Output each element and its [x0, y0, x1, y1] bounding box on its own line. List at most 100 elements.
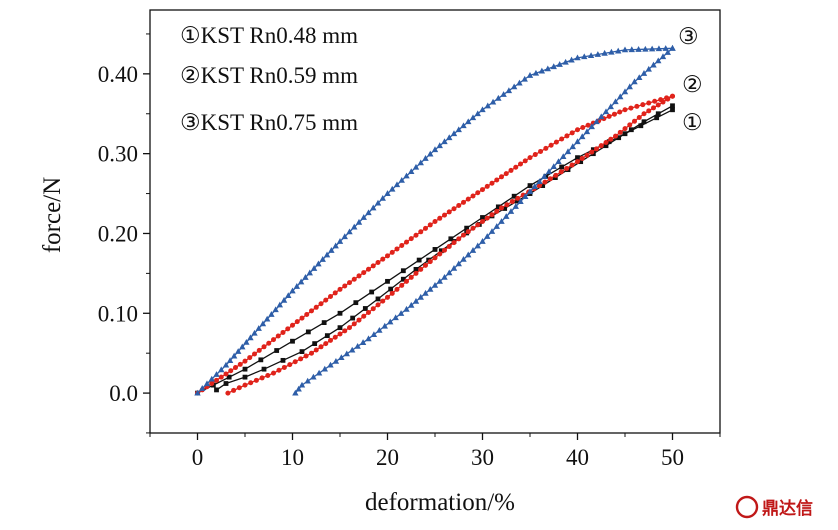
- data-point-circle: [437, 215, 443, 221]
- data-point-triangle: [304, 377, 311, 384]
- data-point-triangle: [263, 315, 271, 322]
- data-point-square: [290, 338, 295, 344]
- data-point-circle: [380, 298, 386, 304]
- data-point-circle: [408, 274, 414, 280]
- data-point-circle: [313, 347, 319, 353]
- data-point-circle: [461, 232, 466, 238]
- x-axis-title: deformation/%: [365, 489, 515, 516]
- data-point-square: [337, 325, 343, 331]
- data-point-triangle: [332, 242, 339, 249]
- data-point-square: [274, 348, 280, 353]
- data-point-triangle: [393, 181, 401, 188]
- data-point-circle: [271, 370, 276, 376]
- data-point-circle: [655, 102, 661, 108]
- data-point-circle: [370, 306, 376, 312]
- data-point-circle: [323, 341, 329, 347]
- data-point-circle: [456, 203, 462, 209]
- data-point-circle: [640, 102, 646, 108]
- data-point-circle: [465, 196, 471, 202]
- data-point-circle: [594, 146, 599, 152]
- data-point-circle: [665, 96, 671, 102]
- data-point-circle: [385, 294, 390, 300]
- data-point-triangle: [642, 45, 649, 52]
- data-point-triangle: [412, 163, 420, 170]
- data-point-triangle: [323, 251, 331, 258]
- x-tick-label: 50: [661, 445, 684, 470]
- data-point-triangle: [601, 49, 608, 56]
- data-point-triangle: [374, 199, 382, 206]
- data-point-triangle: [593, 118, 600, 125]
- data-point-circle: [237, 361, 243, 367]
- data-point-triangle: [484, 233, 491, 239]
- data-point-triangle: [360, 214, 367, 220]
- data-point-triangle: [621, 88, 629, 95]
- data-point-triangle: [431, 146, 439, 153]
- data-point-circle: [641, 111, 647, 117]
- data-point-circle: [347, 280, 352, 286]
- data-point-square: [353, 300, 359, 306]
- data-point-triangle: [441, 138, 448, 145]
- data-point-circle: [259, 375, 265, 381]
- data-point-square: [540, 183, 546, 188]
- data-point-circle: [309, 350, 314, 356]
- data-point-circle: [303, 353, 309, 359]
- data-point-triangle: [562, 58, 569, 65]
- data-point-circle: [389, 249, 395, 255]
- data-point-circle: [361, 270, 367, 276]
- data-point-circle: [223, 371, 229, 377]
- loading-curve: [197, 95, 673, 394]
- data-point-triangle: [235, 348, 242, 354]
- data-point-triangle: [351, 223, 358, 230]
- data-point-square: [369, 289, 375, 295]
- data-point-circle: [261, 344, 267, 350]
- data-point-circle: [385, 253, 390, 259]
- data-point-circle: [503, 171, 509, 177]
- data-point-triangle: [538, 67, 546, 74]
- data-point-circle: [309, 308, 314, 314]
- data-point-triangle: [292, 389, 299, 396]
- data-point-triangle: [517, 198, 524, 204]
- data-point-square: [511, 193, 517, 199]
- data-point-circle: [494, 177, 500, 183]
- data-point-triangle: [297, 278, 305, 285]
- data-point-triangle: [251, 329, 258, 336]
- data-point-circle: [313, 304, 319, 310]
- data-point-circle: [451, 206, 457, 212]
- data-point-circle: [418, 266, 424, 272]
- data-point-circle: [427, 259, 433, 265]
- data-point-circle: [532, 152, 538, 158]
- data-point-triangle: [315, 260, 322, 267]
- data-point-circle: [432, 219, 438, 224]
- data-point-triangle: [564, 148, 572, 155]
- x-tick-label: 30: [471, 445, 494, 470]
- data-point-triangle: [621, 46, 629, 53]
- data-point-circle: [608, 136, 614, 142]
- data-point-circle: [332, 290, 338, 296]
- data-point-circle: [418, 229, 424, 235]
- data-point-triangle: [556, 61, 563, 67]
- data-point-circle: [351, 276, 357, 282]
- data-point-triangle: [631, 78, 638, 85]
- data-point-circle: [564, 165, 570, 171]
- data-point-triangle: [243, 338, 250, 345]
- data-point-triangle: [479, 106, 486, 113]
- data-point-square: [670, 103, 675, 109]
- data-point-square: [502, 206, 508, 211]
- data-point-circle: [627, 122, 633, 128]
- data-point-triangle: [397, 310, 405, 316]
- data-point-triangle: [645, 65, 652, 72]
- legend-item: ①KST Rn0.48 mm: [180, 23, 358, 48]
- data-point-triangle: [532, 69, 540, 76]
- data-point-circle: [652, 98, 658, 104]
- data-point-circle: [670, 93, 675, 99]
- data-point-triangle: [555, 158, 562, 165]
- data-point-triangle: [230, 352, 238, 359]
- curve-tags: ① ② ③: [678, 24, 703, 135]
- data-point-triangle: [474, 110, 481, 117]
- data-point-triangle: [194, 389, 201, 396]
- data-point-circle: [342, 328, 348, 334]
- data-point-circle: [437, 251, 443, 257]
- data-point-triangle: [422, 289, 429, 296]
- data-point-circle: [494, 208, 500, 214]
- data-point-triangle: [336, 238, 344, 244]
